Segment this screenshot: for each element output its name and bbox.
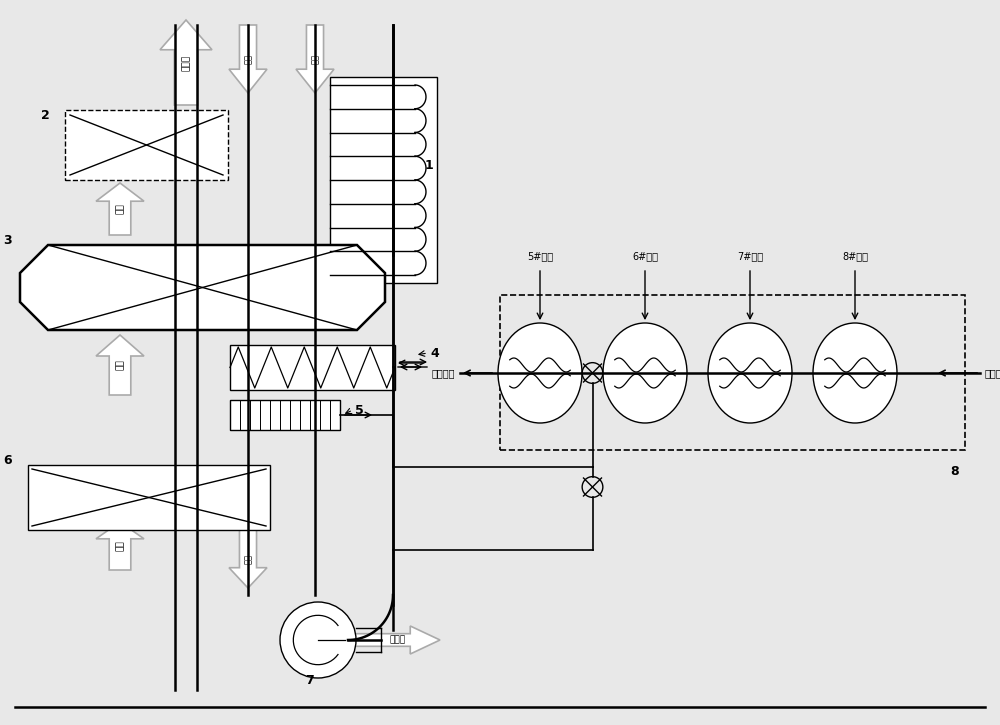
Bar [500,295,965,450]
Text: 凝结水: 凝结水 [985,368,1000,378]
Text: 4: 4 [430,347,439,360]
Polygon shape [96,522,144,570]
Ellipse shape [708,323,792,423]
Text: 空气: 空气 [116,360,124,370]
Text: 7: 7 [306,674,314,687]
Text: 去除氧器: 去除氧器 [432,368,455,378]
Polygon shape [160,20,212,105]
Ellipse shape [603,323,687,423]
Text: 6: 6 [3,454,12,466]
Text: 给水: 给水 [398,250,410,260]
Text: 8: 8 [950,465,959,478]
Polygon shape [96,335,144,395]
Bar [230,400,340,430]
Bar [330,77,437,283]
Text: 1: 1 [425,159,434,172]
Polygon shape [229,530,267,588]
Polygon shape [296,25,334,93]
Polygon shape [229,25,267,93]
Text: 3: 3 [3,233,12,247]
Text: 5: 5 [355,404,364,416]
Text: 6#抽汽: 6#抽汽 [632,251,658,261]
Text: 空气: 空气 [116,204,124,215]
Text: 乌烟: 乌烟 [244,54,252,64]
Text: 去脱硫: 去脱硫 [389,636,406,645]
Text: 去炉膛: 去炉膛 [182,54,190,70]
Polygon shape [96,183,144,235]
Text: 乌烟: 乌烟 [310,54,320,64]
Polygon shape [355,626,440,654]
Text: 5#抽汽: 5#抽汽 [527,251,553,261]
Circle shape [280,602,356,678]
Ellipse shape [813,323,897,423]
Bar [230,345,395,390]
Text: 7#抽汽: 7#抽汽 [737,251,763,261]
Ellipse shape [498,323,582,423]
Text: 进水冷壁: 进水冷壁 [398,80,422,90]
Text: 乌烟: 乌烟 [244,554,252,564]
Bar [28,465,270,530]
Text: 2: 2 [41,109,50,122]
Polygon shape [20,245,385,330]
Text: 空气: 空气 [116,541,124,552]
Text: 8#抽汽: 8#抽汽 [842,251,868,261]
Bar [65,110,228,180]
